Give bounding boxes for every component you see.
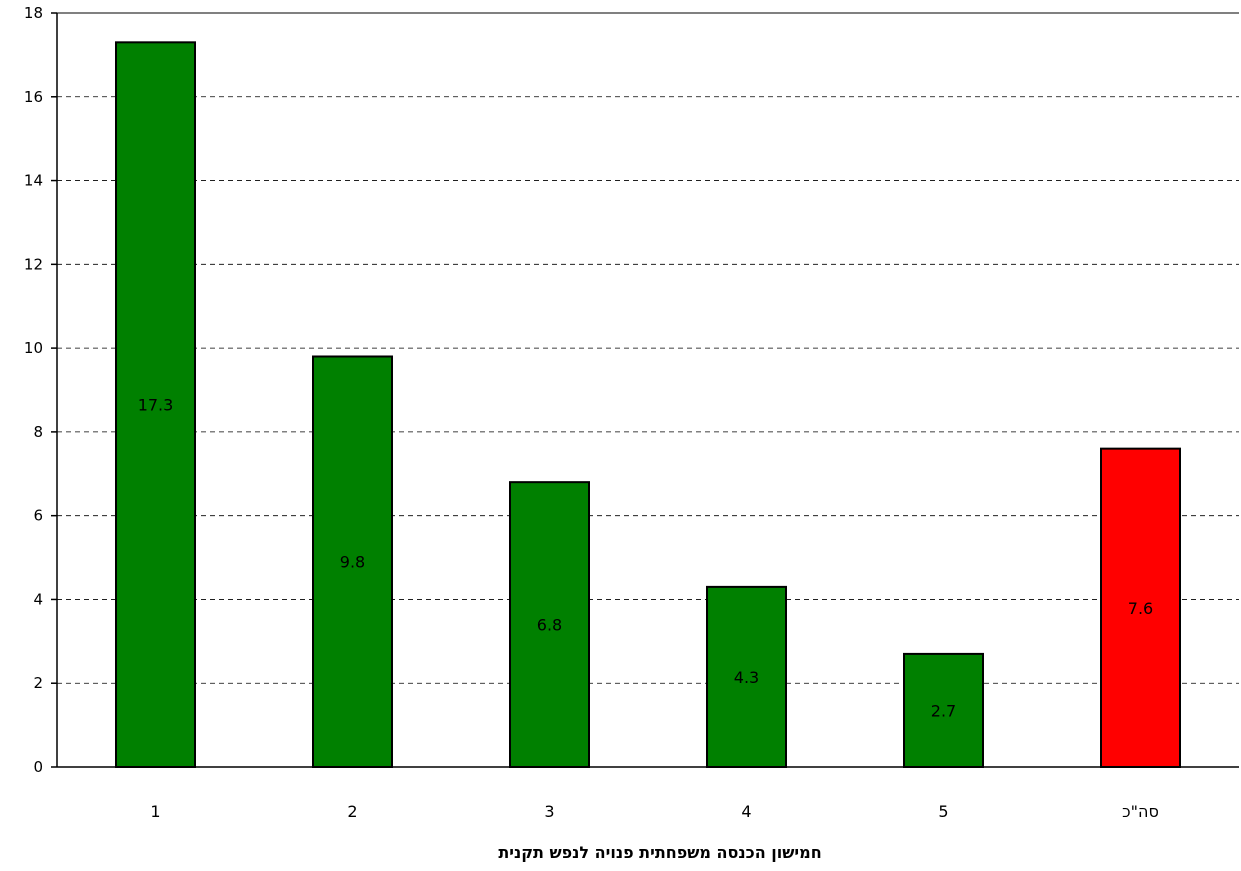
- data-label: 2.7: [931, 701, 956, 720]
- data-label: 4.3: [734, 668, 759, 687]
- y-tick-label: 14: [24, 172, 43, 190]
- y-tick-labels: 0 2 4 6 8 10 12 14 16 18: [24, 4, 43, 776]
- data-label: 17.3: [138, 396, 174, 415]
- x-tick-label: סה"כ: [1122, 802, 1159, 821]
- data-label: 6.8: [537, 616, 562, 635]
- x-tick-label: 5: [938, 802, 948, 821]
- y-tick-label: 8: [33, 423, 43, 441]
- y-tick-label: 0: [33, 758, 43, 776]
- x-tick-label: 4: [741, 802, 751, 821]
- bar: [706, 585, 787, 769]
- data-label: 7.6: [1128, 599, 1153, 618]
- y-tick-label: 10: [24, 339, 43, 357]
- bar: [1100, 447, 1181, 768]
- x-tick-label: 1: [150, 802, 160, 821]
- x-axis-title: חמישון הכנסה משפחתית פנויה לנפש תקנית: [498, 843, 821, 862]
- y-tick-label: 12: [24, 255, 43, 273]
- bar: [903, 652, 984, 769]
- bar: [509, 481, 590, 768]
- x-tick-label: 2: [347, 802, 357, 821]
- x-tick-labels: 1 2 3 4 5 סה"כ: [150, 802, 1158, 821]
- axis-layer: [56, 12, 1239, 768]
- y-tick-label: 2: [33, 674, 43, 692]
- y-tick-label: 16: [24, 88, 43, 106]
- y-tick-label: 4: [33, 590, 43, 608]
- grid-layer: [51, 12, 1239, 768]
- bar-layer: [115, 41, 1181, 769]
- bar: [115, 41, 196, 769]
- data-label: 9.8: [340, 553, 365, 572]
- x-tick-label: 3: [544, 802, 554, 821]
- data-labels: 17.3 9.8 6.8 4.3 2.7 7.6: [138, 396, 1154, 721]
- bar: [312, 355, 393, 768]
- y-tick-label: 6: [33, 507, 43, 525]
- y-tick-label: 18: [24, 4, 43, 22]
